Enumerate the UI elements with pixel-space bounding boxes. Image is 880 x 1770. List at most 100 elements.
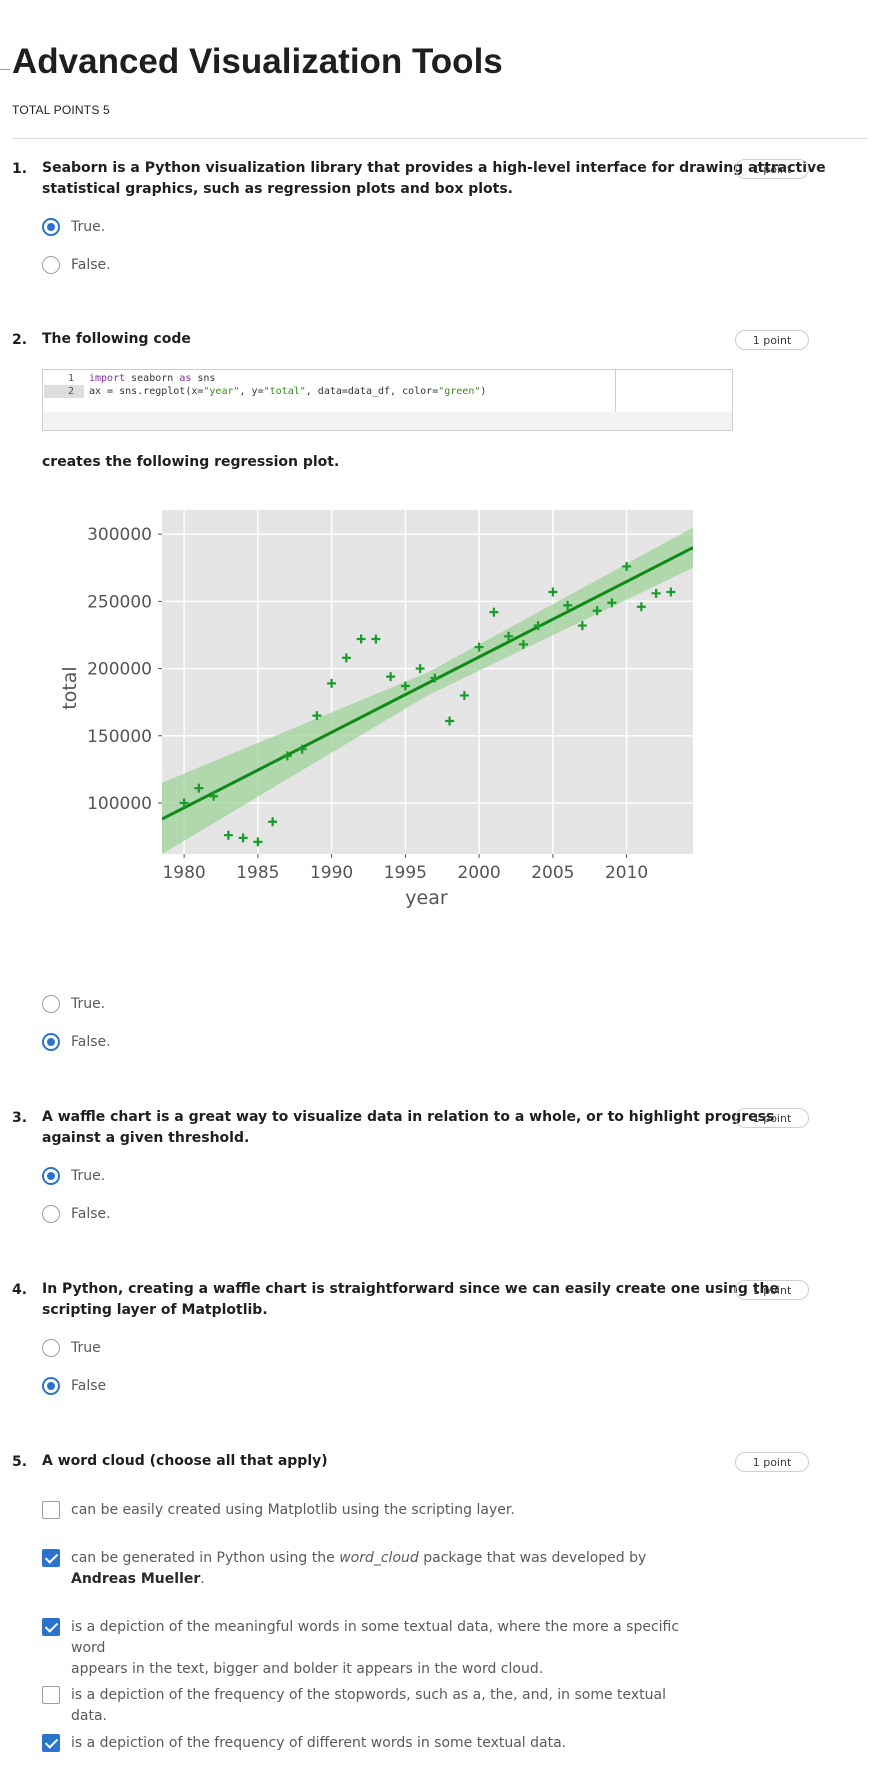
data-point bbox=[268, 817, 278, 827]
data-point bbox=[282, 751, 292, 761]
radio-selected-icon[interactable] bbox=[42, 1033, 60, 1051]
data-point bbox=[607, 598, 617, 608]
code-string: "green" bbox=[438, 386, 481, 397]
option-label: False. bbox=[71, 1034, 111, 1050]
data-point bbox=[223, 830, 233, 840]
option-label: False. bbox=[71, 257, 111, 273]
radio-unselected-icon[interactable] bbox=[42, 256, 60, 274]
code-keyword: as bbox=[179, 373, 192, 384]
radio-unselected-icon[interactable] bbox=[42, 995, 60, 1013]
code-string: "total" bbox=[263, 386, 306, 397]
header-divider bbox=[12, 138, 868, 139]
y-tick-label: 150000 bbox=[87, 727, 152, 747]
code-text: ax = sns.regplot(x= bbox=[89, 386, 204, 397]
data-point bbox=[563, 600, 573, 610]
checkbox-checked-icon[interactable] bbox=[42, 1734, 60, 1752]
data-point bbox=[636, 602, 646, 612]
data-point bbox=[194, 783, 204, 793]
data-point bbox=[533, 621, 543, 631]
code-keyword: import bbox=[89, 373, 126, 384]
radio-selected-icon[interactable] bbox=[42, 1377, 60, 1395]
data-point bbox=[622, 561, 632, 571]
option-text-line1: is a depiction of the meaningful words i… bbox=[71, 1619, 680, 1656]
option-text: . bbox=[200, 1571, 205, 1587]
code-string: "year" bbox=[203, 386, 240, 397]
question-4-text-line2: scripting layer of Matplotlib. bbox=[42, 1302, 268, 1318]
question-5-option-3[interactable]: is a depiction of the meaningful words i… bbox=[42, 1617, 682, 1680]
code-area[interactable]: 1 2 import seaborn as sns ax = sns.regpl… bbox=[43, 370, 732, 413]
data-point bbox=[518, 639, 528, 649]
regression-line bbox=[162, 546, 693, 821]
data-point bbox=[459, 690, 469, 700]
question-5-option-2[interactable]: can be generated in Python using the wor… bbox=[42, 1548, 682, 1590]
question-3-option-true[interactable]: True. bbox=[42, 1165, 105, 1187]
question-2-option-false[interactable]: False. bbox=[42, 1031, 111, 1053]
radio-selected-icon[interactable] bbox=[42, 218, 60, 236]
total-points: TOTAL POINTS 5 bbox=[12, 103, 110, 117]
data-point bbox=[651, 588, 661, 598]
option-label: True. bbox=[71, 996, 106, 1012]
option-text: can be generated in Python using the bbox=[71, 1550, 340, 1566]
checkbox-checked-icon[interactable] bbox=[42, 1549, 60, 1567]
data-point bbox=[445, 716, 455, 726]
checkbox-checked-icon[interactable] bbox=[42, 1618, 60, 1636]
code-text: seaborn bbox=[125, 373, 180, 384]
radio-unselected-icon[interactable] bbox=[42, 1339, 60, 1357]
option-label: is a depiction of the frequency of diffe… bbox=[71, 1735, 567, 1751]
header-dash bbox=[0, 69, 10, 70]
code-editor[interactable]: 1 2 import seaborn as sns ax = sns.regpl… bbox=[42, 369, 733, 431]
x-tick-label: 2005 bbox=[531, 863, 574, 883]
checkbox-unchecked-icon[interactable] bbox=[42, 1501, 60, 1519]
question-4-option-false[interactable]: False bbox=[42, 1375, 106, 1397]
x-tick-label: 2000 bbox=[457, 863, 500, 883]
code-text: sns bbox=[191, 373, 216, 384]
data-point bbox=[327, 678, 337, 688]
question-3-number: 3. bbox=[12, 1110, 28, 1126]
y-tick-label: 200000 bbox=[87, 660, 152, 680]
question-1-option-false[interactable]: False. bbox=[42, 254, 111, 276]
x-tick-label: 1985 bbox=[236, 863, 279, 883]
question-4-points-badge: 1 point bbox=[735, 1280, 809, 1300]
question-5-option-1[interactable]: can be easily created using Matplotlib u… bbox=[42, 1500, 682, 1521]
line-number: 1 bbox=[67, 373, 74, 384]
data-point bbox=[548, 587, 558, 597]
data-point bbox=[400, 681, 410, 691]
y-axis-label: total bbox=[59, 666, 81, 709]
page-title: Advanced Visualization Tools bbox=[12, 42, 503, 81]
question-3-text-line2: against a given threshold. bbox=[42, 1130, 250, 1146]
question-1-number: 1. bbox=[12, 161, 28, 177]
x-tick-label: 1980 bbox=[162, 863, 205, 883]
question-2-option-true[interactable]: True. bbox=[42, 993, 105, 1015]
radio-unselected-icon[interactable] bbox=[42, 1205, 60, 1223]
checkbox-unchecked-icon[interactable] bbox=[42, 1686, 60, 1704]
question-3-option-false[interactable]: False. bbox=[42, 1203, 111, 1225]
question-5-option-5[interactable]: is a depiction of the frequency of diffe… bbox=[42, 1733, 682, 1754]
x-tick-label: 1995 bbox=[384, 863, 427, 883]
option-label: can be generated in Python using the wor… bbox=[71, 1548, 682, 1590]
question-1-option-true[interactable]: True. bbox=[42, 216, 105, 238]
question-4-option-true[interactable]: True bbox=[42, 1337, 101, 1359]
active-line-highlight bbox=[44, 385, 84, 398]
radio-selected-icon[interactable] bbox=[42, 1167, 60, 1185]
question-5-points-badge: 1 point bbox=[735, 1452, 809, 1472]
question-1-points-badge: 1 point bbox=[735, 159, 809, 179]
y-tick-label: 300000 bbox=[87, 525, 152, 545]
code-text: , y= bbox=[239, 386, 264, 397]
data-point bbox=[474, 642, 484, 652]
code-output-separator bbox=[615, 370, 616, 412]
question-3-text-line1: A waffle chart is a great way to visuali… bbox=[42, 1109, 775, 1125]
question-5-option-4[interactable]: is a depiction of the frequency of the s… bbox=[42, 1685, 682, 1727]
data-point bbox=[666, 587, 676, 597]
option-label: True. bbox=[71, 219, 106, 235]
x-tick-label: 2010 bbox=[605, 863, 648, 883]
line-number: 2 bbox=[67, 386, 74, 397]
option-label: False. bbox=[71, 1206, 111, 1222]
data-point bbox=[356, 634, 366, 644]
data-point bbox=[209, 791, 219, 801]
option-label: True bbox=[71, 1340, 101, 1356]
y-tick-label: 250000 bbox=[87, 592, 152, 612]
question-2-text: The following code bbox=[42, 331, 191, 347]
option-text: package that was developed by bbox=[418, 1550, 647, 1566]
confidence-band bbox=[162, 527, 693, 854]
question-2-number: 2. bbox=[12, 332, 28, 348]
